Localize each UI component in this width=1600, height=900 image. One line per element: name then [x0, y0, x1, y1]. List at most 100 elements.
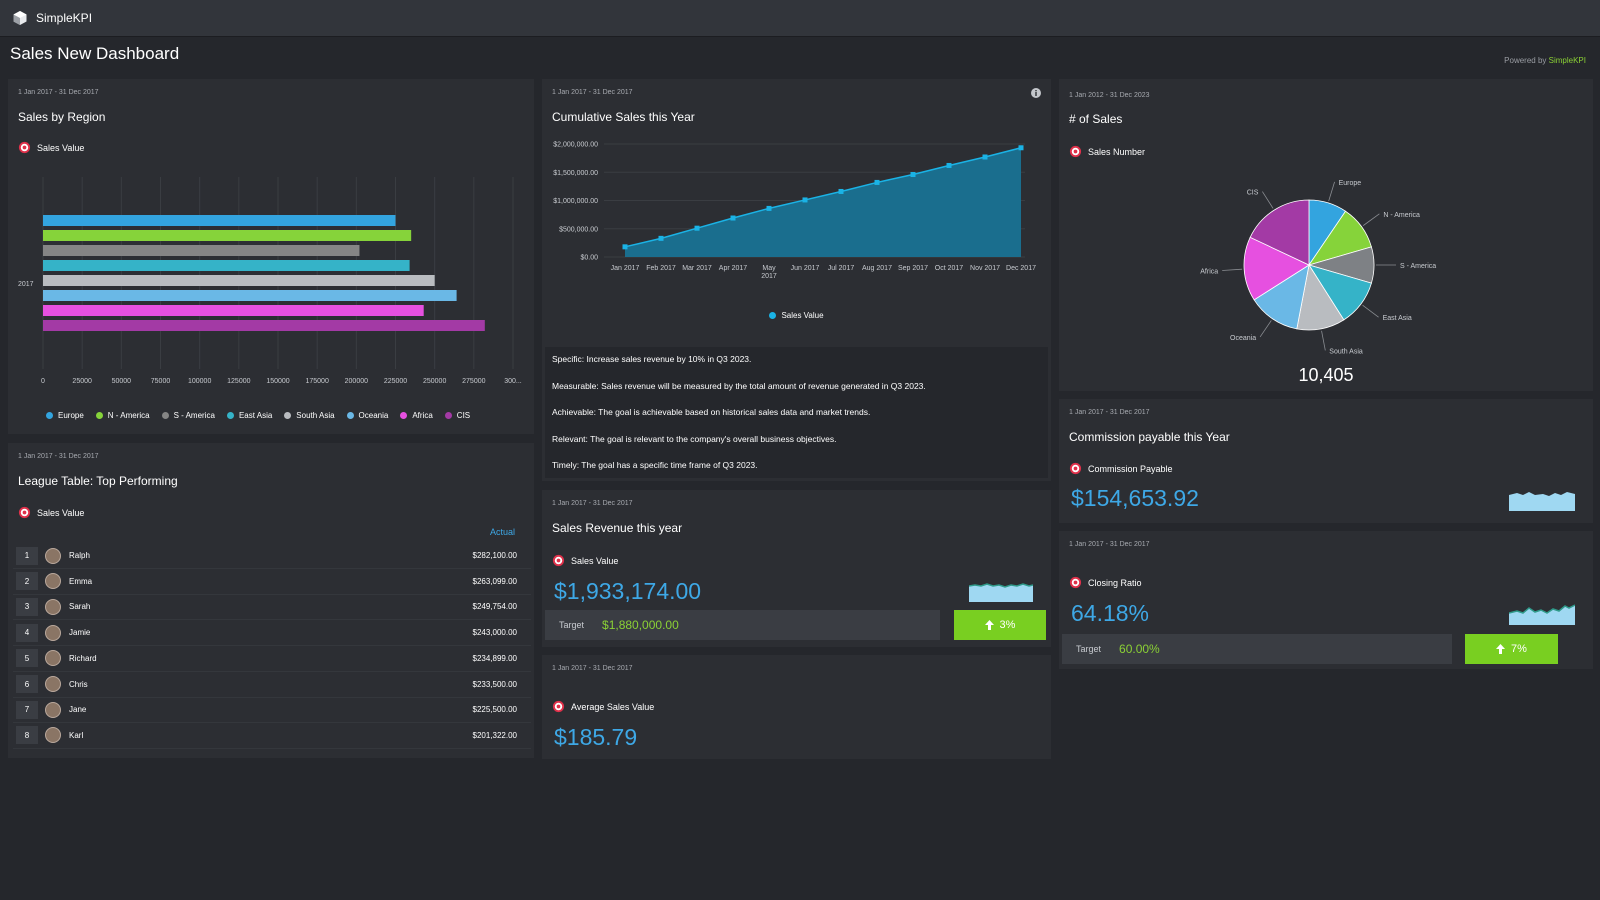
target-label: Target	[1076, 644, 1102, 654]
x-tick-label: Nov 2017	[970, 265, 1000, 272]
rank: 6	[16, 675, 38, 693]
metric-value: $1,933,174.00	[554, 578, 702, 604]
sales-value: $243,000.00	[472, 628, 518, 638]
card-title: Sales by Region	[18, 110, 106, 124]
table-row[interactable]: 8 Karl $201,322.00	[13, 723, 531, 749]
legend-dot	[400, 412, 408, 419]
change-badge: 7%	[1465, 634, 1558, 664]
sales-revenue-card: 1 Jan 2017 - 31 Dec 2017 Sales Revenue t…	[542, 490, 1051, 647]
metric-name: Sales Value	[571, 555, 619, 566]
series-line	[624, 147, 1022, 248]
bar-s-america	[43, 245, 360, 256]
y-tick-label: $2,000,000.00	[553, 142, 598, 149]
data-point	[946, 162, 952, 168]
rank: 3	[16, 597, 38, 616]
bar-cis	[43, 320, 485, 331]
legend-item[interactable]: South Asia	[284, 411, 335, 420]
legend-label: S - America	[173, 411, 215, 420]
table-row[interactable]: 2 Emma $263,099.00	[13, 569, 531, 595]
pie-label: CIS	[1247, 190, 1259, 197]
pie-label-line	[1328, 181, 1335, 202]
x-tick-label: 275000	[462, 378, 485, 385]
metric-name: Sales Value	[37, 142, 85, 153]
average-sales-card: 1 Jan 2017 - 31 Dec 2017 Average Sales V…	[542, 655, 1051, 759]
y-tick-label: $1,500,000.00	[553, 170, 598, 177]
data-point	[910, 172, 916, 178]
sales-by-region-chart: 0 25000 50000 75000 100000 125000 150000 175000…	[18, 177, 522, 385]
powered-prefix: Powered by	[1504, 56, 1549, 65]
closing-ratio-card: 1 Jan 2017 - 31 Dec 2017 Closing Ratio 6…	[1059, 531, 1593, 669]
x-tick-label: 150000	[266, 378, 289, 385]
person-name: Emma	[69, 576, 93, 586]
person-name: Karl	[69, 730, 84, 740]
card-title: Sales Revenue this year	[552, 521, 683, 535]
metric-label: Average Sales Value	[552, 700, 654, 713]
table-row[interactable]: 3 Sarah $249,754.00	[13, 594, 531, 621]
legend-item[interactable]: East Asia	[226, 411, 273, 420]
x-tick-label: 50000	[112, 378, 132, 385]
metric-label: Sales Value	[552, 554, 618, 567]
pie-slice-cis	[1249, 199, 1310, 266]
data-point	[694, 225, 700, 231]
legend-item[interactable]: N - America	[95, 411, 150, 420]
column-header-actual[interactable]: Actual	[489, 527, 515, 537]
target-icon	[1069, 462, 1082, 475]
region-legend: Europe N - America S - America East Asia Sou…	[46, 406, 482, 424]
avatar	[45, 573, 61, 590]
legend-dot	[346, 412, 354, 419]
person-name: Ralph	[69, 551, 90, 560]
person-name: Chris	[69, 679, 88, 689]
date-range: 1 Jan 2017 - 31 Dec 2017	[18, 89, 99, 96]
metric-label: Commission Payable	[1069, 462, 1173, 475]
legend-item[interactable]: Europe	[46, 411, 84, 420]
legend-dot	[226, 412, 234, 419]
legend-item[interactable]: Oceania	[346, 411, 389, 420]
pie-label: Europe	[1339, 180, 1362, 187]
x-tick-label: Aug 2017	[862, 265, 892, 272]
table-row[interactable]: 5 Richard $234,899.00	[13, 646, 531, 672]
avatar	[45, 676, 61, 692]
data-point	[730, 215, 736, 221]
legend-label: Europe	[58, 411, 84, 420]
legend-label: Oceania	[358, 411, 389, 420]
cumulative-sales-card: 1 Jan 2017 - 31 Dec 2017 Cumulative Sale…	[542, 79, 1051, 481]
x-tick-label: Mar 2017	[682, 265, 712, 272]
x-tick-label: Jun 2017	[791, 265, 820, 272]
rank: 4	[16, 623, 38, 642]
pie-label-line	[1362, 304, 1379, 318]
x-tick-label: 125000	[227, 378, 250, 385]
bar-south-asia	[43, 275, 435, 286]
table-row[interactable]: 6 Chris $233,500.00	[13, 672, 531, 698]
y-tick-label: $1,000,000.00	[553, 198, 598, 205]
pie-label: Oceania	[1230, 335, 1256, 342]
sales-value: $225,500.00	[472, 705, 518, 715]
table-row[interactable]: 1 Ralph $282,100.00	[13, 543, 531, 569]
powered-brand[interactable]: SimpleKPI	[1548, 56, 1586, 65]
target-icon	[552, 700, 565, 713]
powered-by[interactable]: Powered by SimpleKPI	[1504, 56, 1586, 65]
smart-timely: Timely: The goal has a specific time fra…	[552, 460, 758, 470]
table-row[interactable]: 4 Jamie $243,000.00	[13, 620, 531, 647]
cumulative-sales-chart: $2,000,000.00 $1,500,000.00 $1,000,000.00 $…	[553, 142, 1036, 281]
legend-item[interactable]: CIS	[444, 411, 470, 420]
x-tick-label: 200000	[345, 378, 368, 385]
legend-item[interactable]: S - America	[161, 411, 215, 420]
legend-label: Africa	[412, 411, 433, 420]
pie-label: East Asia	[1383, 315, 1412, 322]
brand-name[interactable]: SimpleKPI	[36, 11, 93, 25]
person-name: Richard	[69, 653, 97, 663]
page-title: Sales New Dashboard	[10, 44, 180, 63]
table-row[interactable]: 7 Jane $225,500.00	[13, 697, 531, 724]
pie-label: N - America	[1383, 212, 1420, 219]
card-title: League Table: Top Performing	[18, 474, 178, 488]
x-tick-label: 25000	[72, 378, 92, 385]
info-icon[interactable]	[1031, 88, 1041, 98]
sparkline	[969, 583, 1033, 602]
bar-n-america	[43, 230, 412, 241]
legend-label: East Asia	[238, 411, 273, 420]
bar-east-asia	[43, 260, 410, 271]
smart-relevant: Relevant: The goal is relevant to the co…	[552, 433, 837, 444]
x-tick-label: 300...	[504, 378, 522, 385]
metric-label: Sales Value	[18, 141, 84, 154]
legend-item[interactable]: Africa	[400, 411, 433, 420]
